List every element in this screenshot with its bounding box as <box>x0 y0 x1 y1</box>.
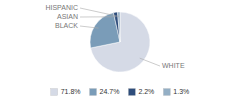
pie-slice <box>90 13 120 48</box>
legend-label: 1.3% <box>173 88 189 95</box>
pie <box>90 12 150 72</box>
legend-label: 24.7% <box>100 88 120 95</box>
legend-item: 24.7% <box>90 88 120 95</box>
slice-label: WHITE <box>162 62 185 69</box>
legend-swatch <box>51 89 58 96</box>
legend-label: 2.2% <box>138 88 154 95</box>
legend-item: 1.3% <box>163 88 189 95</box>
slice-label: ASIAN <box>57 13 78 20</box>
legend-label: 71.8% <box>61 88 81 95</box>
annotations: WHITE BLACK ASIAN HISPANIC <box>45 4 184 69</box>
leader-line <box>80 26 99 28</box>
legend-item: 2.2% <box>128 88 154 95</box>
chart: WHITE BLACK ASIAN HISPANIC 71.8% 24.7% 2.2% 1.3… <box>0 0 240 100</box>
legend-swatch <box>128 89 135 96</box>
pie-slice <box>91 12 150 72</box>
leader-line <box>80 8 119 17</box>
legend: 71.8% 24.7% 2.2% 1.3% <box>51 88 190 95</box>
leader-line <box>140 58 160 66</box>
legend-swatch <box>163 89 170 96</box>
legend-swatch <box>90 89 97 96</box>
leader-line <box>80 16 116 17</box>
slice-label: BLACK <box>55 22 78 29</box>
slice-label: HISPANIC <box>45 4 78 11</box>
legend-item: 71.8% <box>51 88 81 95</box>
